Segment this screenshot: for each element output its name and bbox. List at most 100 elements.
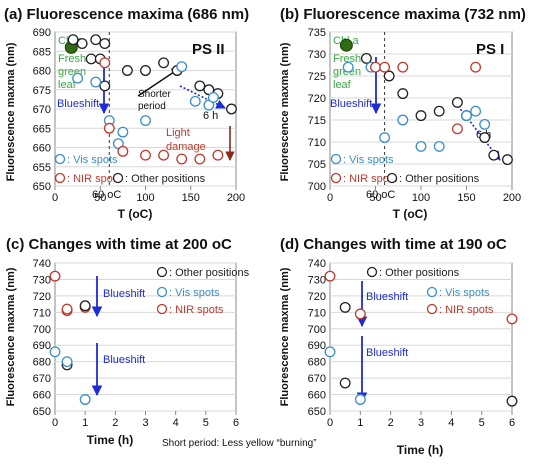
data-point-other xyxy=(360,52,372,64)
legend-marker-nir xyxy=(330,172,342,184)
panel-d-points xyxy=(324,270,518,407)
fresh-b-line-3: leaf xyxy=(333,79,352,91)
data-point-vis xyxy=(176,61,188,73)
x-tick-label: 2 xyxy=(112,417,118,429)
panel-b-x-ticks: 0 50 100 150 200 xyxy=(327,186,521,204)
x-tick-label: 4 xyxy=(448,417,454,429)
legend-label-other: : Other positions xyxy=(399,173,480,185)
x-tick-label: 0 xyxy=(327,192,333,204)
damage-line-2: damage xyxy=(166,141,206,153)
legend-label-other: : Other positions xyxy=(379,267,460,279)
data-point-other xyxy=(226,103,237,115)
x-tick-label: 0 xyxy=(52,192,58,204)
data-point-other xyxy=(451,96,463,108)
panel-d-y-ticks: 650 660 670 680 690 700 710 720 730 740 xyxy=(308,258,326,418)
data-point-nir xyxy=(103,122,115,134)
data-point-other xyxy=(90,34,102,46)
x-tick-label: 200 xyxy=(503,192,521,204)
data-point-nir xyxy=(212,149,224,161)
y-tick-label: 730 xyxy=(308,49,326,61)
data-point-vis xyxy=(342,61,354,73)
data-point-vis xyxy=(470,105,482,117)
data-point-nir xyxy=(194,153,206,165)
legend-marker-other xyxy=(156,266,168,278)
panel-b-y-ticks: 700 705 710 715 720 725 730 735 xyxy=(308,27,326,193)
data-point-vis xyxy=(379,132,391,144)
damage-line-1: Light xyxy=(166,127,190,139)
panel-a-fresh-label: Fresh green leaf xyxy=(58,53,89,91)
y-tick-label: 740 xyxy=(308,258,326,270)
panel-c-y-ticks: 650 660 670 680 690 700 710 720 730 740 xyxy=(33,258,51,418)
x-tick-label: 0 xyxy=(52,417,58,429)
legend-label-nir: : NIR spots xyxy=(67,173,122,185)
y-tick-label: 685 xyxy=(33,46,51,58)
legend-label-nir: : NIR spots xyxy=(169,304,224,316)
x-tick-label: 100 xyxy=(412,192,430,204)
legend-label-vis: : Vis spots xyxy=(439,287,490,299)
panel-c-x-ticks: 0 1 2 3 4 5 6 xyxy=(52,411,239,429)
panel-c-points xyxy=(49,270,91,405)
panel-c-title: (c) Changes with time at 200 oC xyxy=(6,236,232,253)
data-point-other xyxy=(433,105,445,117)
panel-c-blueshift-upper-label: Blueshift xyxy=(103,288,145,300)
panel-b-tag: PS I xyxy=(476,41,504,58)
legend-marker-nir xyxy=(426,303,438,315)
x-tick-label: 100 xyxy=(136,192,154,204)
y-tick-label: 660 xyxy=(33,143,51,155)
chl-a-point xyxy=(339,38,353,52)
panel-c: (c) Changes with time at 200 oC 65066067… xyxy=(5,236,317,449)
x-tick-label: 1 xyxy=(82,417,88,429)
data-point-vis xyxy=(140,115,151,127)
data-point-vis xyxy=(433,140,445,152)
data-point-vis xyxy=(207,91,219,103)
y-tick-label: 720 xyxy=(33,291,51,303)
data-point-vis xyxy=(354,394,366,405)
data-point-other xyxy=(488,149,500,161)
panel-d-title: (d) Changes with time at 190 oC xyxy=(280,236,507,253)
legend-label-other: : Other positions xyxy=(169,267,250,279)
data-point-nir xyxy=(61,303,73,315)
data-point-nir xyxy=(379,61,391,73)
data-point-vis xyxy=(61,356,73,368)
panel-a-damage-label: Light damage xyxy=(166,127,206,153)
panel-c-y-axis-label: Fluorescence maxma (nm) xyxy=(5,267,17,406)
panel-d-blueshift-lower-label: Blueshift xyxy=(366,347,408,359)
y-tick-label: 710 xyxy=(308,307,326,319)
panel-b-y-axis-label: Fluorescence maxma (nm) xyxy=(279,42,291,181)
y-tick-label: 720 xyxy=(308,93,326,105)
panel-b-blueshift-label: Blueshift xyxy=(330,98,372,110)
x-tick-label: 3 xyxy=(142,417,148,429)
panel-c-x-axis-label: Time (h) xyxy=(87,433,133,447)
data-point-other xyxy=(502,154,513,166)
panel-b-legend: : Vis spots: NIR spots: Other positions xyxy=(330,153,480,185)
panel-a-legend: : Vis spots: NIR spots: Other positions xyxy=(54,153,206,185)
panel-c-legend: : Other positions: Vis spots: NIR spots xyxy=(156,266,250,316)
x-tick-label: 200 xyxy=(227,192,245,204)
fresh-line-1: Fresh xyxy=(58,53,86,65)
data-point-vis xyxy=(79,394,91,405)
x-tick-label: 6 xyxy=(233,417,239,429)
y-tick-label: 710 xyxy=(308,137,326,149)
panel-d-x-axis-label: Time (h) xyxy=(397,443,443,457)
data-point-other xyxy=(79,300,91,312)
panel-a-tag: PS II xyxy=(192,41,225,58)
panel-a-60c-label: 60 oC xyxy=(92,189,121,201)
y-tick-label: 670 xyxy=(33,373,51,385)
data-point-other xyxy=(339,377,351,389)
panel-a-blueshift-label: Blueshift xyxy=(57,98,99,110)
x-tick-label: 150 xyxy=(182,192,200,204)
data-point-nir xyxy=(99,57,111,69)
panel-c-y-gridlines xyxy=(55,262,236,412)
panel-c-footnote: Short period: Less yellow “burning” xyxy=(162,438,317,449)
y-tick-label: 680 xyxy=(33,357,51,369)
legend-label-other: : Other positions xyxy=(125,173,206,185)
data-point-other xyxy=(506,395,518,407)
y-tick-label: 690 xyxy=(33,340,51,352)
data-point-nir xyxy=(397,61,409,73)
y-tick-label: 740 xyxy=(33,258,51,270)
data-point-nir xyxy=(451,123,463,135)
y-tick-label: 735 xyxy=(308,27,326,39)
panel-a-title: (a) Fluorescence maxima (686 nm) xyxy=(4,6,249,23)
data-point-vis xyxy=(415,140,427,152)
data-point-other xyxy=(76,38,88,50)
